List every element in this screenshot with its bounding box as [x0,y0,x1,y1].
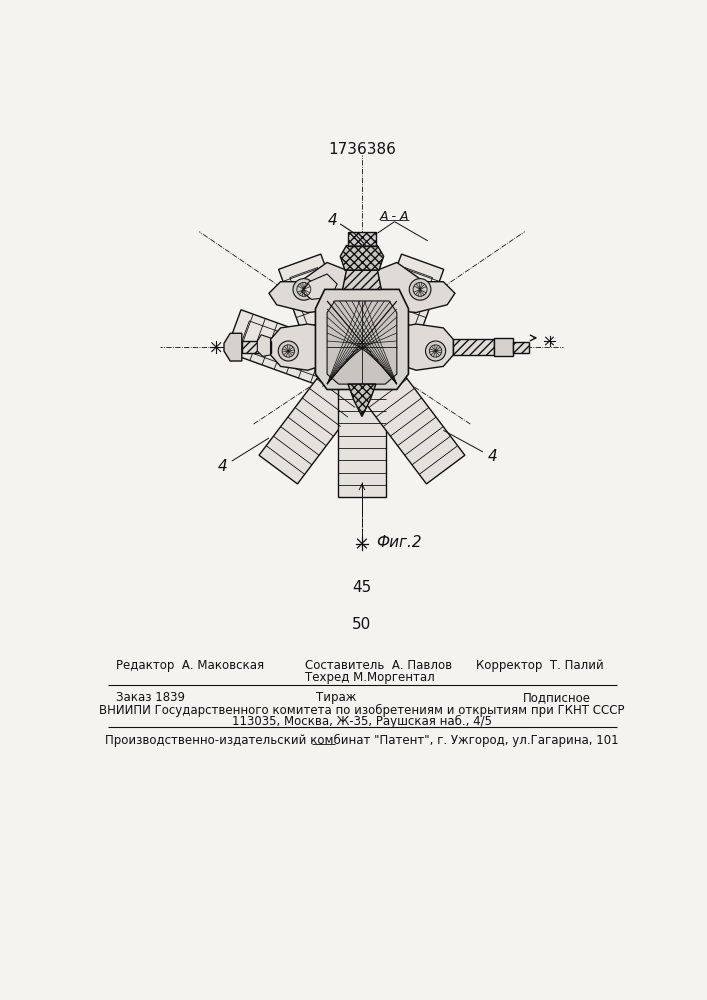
Polygon shape [224,333,242,361]
Polygon shape [242,341,271,353]
Text: Тираж: Тираж [316,691,356,704]
Polygon shape [271,324,331,370]
Circle shape [426,341,445,361]
Text: ВНИИПИ Государственного комитета по изобретениям и открытиям при ГКНТ СССР: ВНИИПИ Государственного комитета по изоб… [99,704,625,717]
Polygon shape [226,310,350,391]
Text: Производственно-издательский комбинат "Патент", г. Ужгород, ул.Гагарина, 101: Производственно-издательский комбинат "П… [105,734,619,747]
Text: 4: 4 [327,213,337,228]
Polygon shape [354,360,465,484]
Polygon shape [315,289,409,389]
Text: 45: 45 [352,580,372,595]
Polygon shape [269,262,354,312]
Polygon shape [338,374,386,497]
Text: A - A: A - A [380,210,409,223]
Circle shape [293,279,315,300]
Text: Редактор  А. Маковская: Редактор А. Маковская [115,659,264,672]
Text: Фиг.2: Фиг.2 [376,535,421,550]
Polygon shape [348,384,376,416]
Polygon shape [259,360,370,484]
Text: Заказ 1839: Заказ 1839 [115,691,185,704]
Circle shape [409,279,431,300]
Text: 113035, Москва, Ж-35, Раушская наб., 4/5: 113035, Москва, Ж-35, Раушская наб., 4/5 [232,714,492,728]
Circle shape [279,341,298,361]
Polygon shape [279,254,361,378]
Polygon shape [340,246,384,270]
Polygon shape [393,324,453,370]
Polygon shape [257,335,271,356]
Text: Подписное: Подписное [522,691,590,704]
Polygon shape [343,270,381,289]
Polygon shape [362,254,444,378]
Text: 4: 4 [487,449,497,464]
Polygon shape [493,338,513,356]
Text: Техред М.Моргентал: Техред М.Моргентал [305,671,435,684]
Polygon shape [348,232,376,246]
Text: Составитель  А. Павлов: Составитель А. Павлов [305,659,452,672]
Polygon shape [513,342,529,353]
Polygon shape [370,262,455,312]
Polygon shape [301,274,337,299]
Polygon shape [453,339,493,355]
Text: 4: 4 [218,459,228,474]
Text: Корректор  Т. Палий: Корректор Т. Палий [476,659,604,672]
Text: 1736386: 1736386 [328,142,396,157]
Polygon shape [327,301,397,384]
Text: 50: 50 [352,617,372,632]
